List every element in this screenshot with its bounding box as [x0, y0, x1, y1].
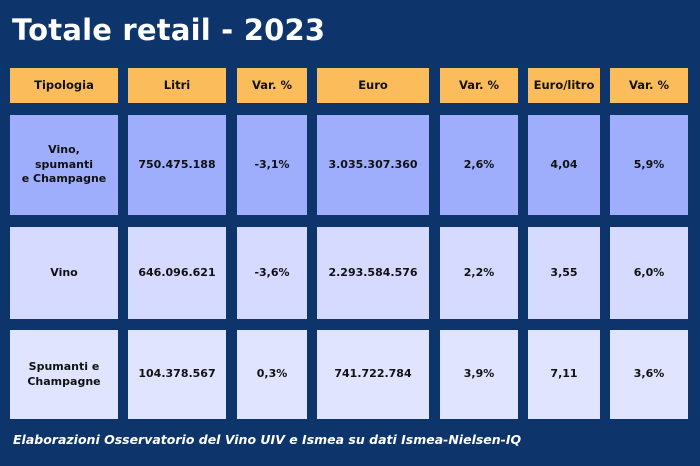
header-cell-var-euro: Var. %	[440, 68, 518, 103]
table-cell-var-euro: 2,2%	[440, 227, 518, 319]
table-cell-tipologia: Spumanti e Champagne	[10, 330, 118, 419]
source-note: Elaborazioni Osservatorio del Vino UIV e…	[13, 432, 522, 447]
table-cell-euro: 741.722.784	[317, 330, 429, 419]
table-cell-var-litri: 0,3%	[237, 330, 307, 419]
table-cell-var-euro-litro: 6,0%	[610, 227, 688, 319]
header-cell-tipologia: Tipologia	[10, 68, 118, 103]
table-cell-tipologia: Vino	[10, 227, 118, 319]
table-cell-var-euro-litro: 5,9%	[610, 115, 688, 215]
page-title: Totale retail - 2023	[12, 13, 326, 47]
header-cell-euro-litro: Euro/litro	[528, 68, 600, 103]
table-cell-litri: 750.475.188	[128, 115, 226, 215]
table-cell-var-euro: 2,6%	[440, 115, 518, 215]
table-cell-litri: 104.378.567	[128, 330, 226, 419]
header-cell-litri: Litri	[128, 68, 226, 103]
table-cell-var-euro: 3,9%	[440, 330, 518, 419]
table-cell-euro-litro: 4,04	[528, 115, 600, 215]
table-cell-euro: 2.293.584.576	[317, 227, 429, 319]
table-cell-var-euro-litro: 3,6%	[610, 330, 688, 419]
table-cell-euro-litro: 7,11	[528, 330, 600, 419]
table-cell-var-litri: -3,6%	[237, 227, 307, 319]
header-cell-euro: Euro	[317, 68, 429, 103]
table-cell-tipologia: Vino, spumanti e Champagne	[10, 115, 118, 215]
header-cell-var-litri: Var. %	[237, 68, 307, 103]
header-cell-var-euro-litro: Var. %	[610, 68, 688, 103]
table-cell-euro-litro: 3,55	[528, 227, 600, 319]
table-cell-litri: 646.096.621	[128, 227, 226, 319]
table-cell-euro: 3.035.307.360	[317, 115, 429, 215]
table-cell-var-litri: -3,1%	[237, 115, 307, 215]
